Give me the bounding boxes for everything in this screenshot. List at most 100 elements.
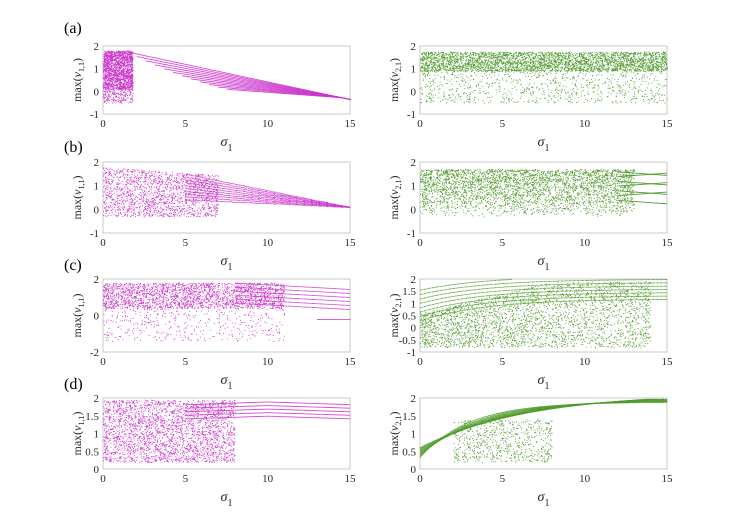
data-point [212, 78, 214, 79]
data-point [228, 87, 229, 89]
data-point [140, 54, 142, 56]
data-point [490, 64, 492, 66]
data-point [254, 87, 256, 89]
data-point [200, 74, 202, 76]
data-point [264, 89, 266, 91]
data-point [207, 70, 209, 72]
data-point [116, 58, 118, 59]
data-point [165, 64, 167, 66]
data-point [507, 55, 509, 57]
data-point [289, 86, 291, 88]
data-point [245, 79, 247, 81]
data-point [267, 87, 268, 88]
data-point [249, 78, 251, 80]
data-point [242, 87, 244, 89]
data-point [232, 89, 234, 91]
data-point [237, 87, 239, 88]
data-point [162, 63, 164, 65]
data-point [125, 52, 127, 54]
data-point [421, 87, 423, 89]
data-point [120, 90, 122, 92]
data-point [113, 77, 115, 78]
data-point [239, 85, 241, 87]
data-point [251, 80, 253, 82]
data-point [114, 92, 115, 94]
data-point [110, 99, 112, 100]
data-point [313, 95, 315, 97]
data-point [103, 97, 105, 98]
data-point [283, 92, 285, 94]
data-point [274, 89, 276, 91]
data-point [124, 73, 125, 74]
data-point [160, 58, 162, 60]
data-point [530, 60, 532, 62]
data-point [224, 82, 226, 84]
data-point [302, 89, 304, 90]
data-point [255, 86, 257, 88]
data-point [210, 82, 211, 84]
data-point [124, 62, 126, 64]
data-point [106, 78, 107, 80]
data-point [113, 72, 115, 74]
data-point [139, 54, 141, 56]
data-point [234, 81, 236, 83]
data-point [209, 69, 211, 71]
data-point [246, 90, 247, 92]
data-point [127, 51, 129, 53]
data-point [215, 75, 216, 76]
data-point [173, 67, 175, 69]
data-point [132, 84, 134, 86]
data-point [288, 93, 290, 95]
data-point [119, 102, 121, 103]
data-point [185, 63, 186, 65]
data-point [106, 62, 108, 63]
data-point [227, 86, 228, 87]
data-point [136, 56, 138, 58]
data-point [248, 78, 250, 80]
data-point [224, 75, 226, 77]
data-point [240, 89, 242, 91]
data-point [550, 72, 552, 74]
data-point [269, 86, 271, 88]
data-point [109, 78, 111, 80]
data-point [113, 100, 115, 102]
data-point [214, 76, 216, 78]
y-axis-label-pre: max( [70, 77, 84, 102]
data-point [121, 89, 123, 91]
data-point [235, 74, 237, 76]
data-point [125, 57, 126, 59]
data-point [233, 81, 235, 82]
data-point [208, 69, 210, 70]
data-point [129, 86, 131, 88]
data-point [164, 64, 166, 65]
data-point [129, 71, 131, 73]
data-point [546, 84, 548, 86]
data-point [116, 79, 118, 81]
data-point [537, 55, 539, 57]
data-point [122, 87, 123, 89]
data-point [127, 71, 129, 73]
data-point [110, 63, 112, 64]
data-point [471, 68, 473, 70]
data-point [131, 63, 133, 64]
data-point [170, 60, 172, 62]
data-point [124, 63, 126, 65]
data-point [245, 78, 247, 79]
data-point [625, 92, 627, 94]
data-point [205, 73, 207, 75]
data-point [207, 68, 209, 70]
data-point [112, 79, 113, 81]
data-point [597, 52, 599, 54]
data-point [275, 90, 277, 92]
data-point [142, 57, 144, 59]
data-point [113, 68, 114, 70]
data-point [282, 88, 284, 90]
data-point [119, 86, 121, 87]
data-point [111, 71, 112, 72]
data-point [105, 62, 107, 63]
data-point [233, 78, 235, 80]
data-point [187, 76, 188, 77]
data-point [117, 70, 119, 72]
data-point [182, 67, 184, 69]
data-point [111, 58, 112, 60]
